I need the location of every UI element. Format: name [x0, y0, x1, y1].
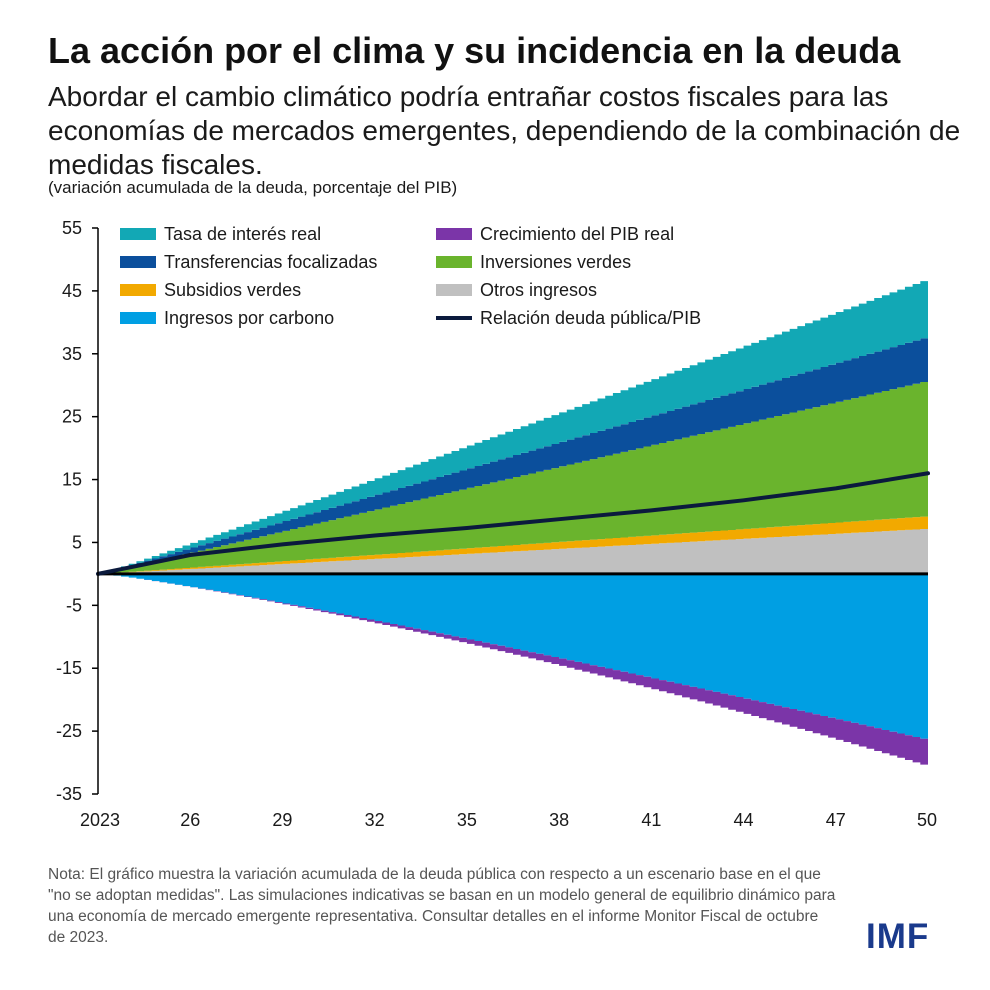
x-tick-label: 26 — [180, 810, 200, 830]
units-label: (variación acumulada de la deuda, porcen… — [48, 178, 458, 197]
legend-swatch — [120, 284, 156, 296]
y-tick-label: -5 — [66, 595, 82, 615]
x-tick-label: 41 — [641, 810, 661, 830]
y-tick-label: 15 — [62, 470, 82, 490]
legend-swatch — [436, 256, 472, 268]
legend-label: Crecimiento del PIB real — [480, 224, 674, 244]
legend-label: Inversiones verdes — [480, 252, 631, 272]
x-tick-label: 50 — [917, 810, 937, 830]
x-tick-label: 47 — [826, 810, 846, 830]
y-tick-label: -15 — [56, 658, 82, 678]
chart-subtitle: Abordar el cambio climático podría entra… — [48, 81, 961, 180]
area-series-0 — [98, 573, 928, 741]
x-tick-label: 35 — [457, 810, 477, 830]
y-tick-label: -25 — [56, 721, 82, 741]
y-tick-label: 5 — [72, 532, 82, 552]
legend-label: Tasa de interés real — [164, 224, 321, 244]
legend-swatch — [436, 228, 472, 240]
y-tick-label: 45 — [62, 281, 82, 301]
legend-label: Relación deuda pública/PIB — [480, 308, 701, 328]
legend-label: Subsidios verdes — [164, 280, 301, 300]
area-layers — [98, 278, 928, 767]
y-axis: 55 45 35 25 15 5 -5 -15 -25 -35 — [56, 218, 99, 804]
legend-swatch — [120, 312, 156, 324]
x-tick-label: 38 — [549, 810, 569, 830]
legend-label: Otros ingresos — [480, 280, 597, 300]
imf-logo: IMF — [866, 917, 930, 956]
x-tick-label: 2023 — [80, 810, 120, 830]
legend-swatch — [120, 228, 156, 240]
x-tick-label: 32 — [365, 810, 385, 830]
y-tick-label: 25 — [62, 407, 82, 427]
legend-swatch — [120, 256, 156, 268]
y-tick-label: 55 — [62, 218, 82, 238]
y-tick-label: 35 — [62, 344, 82, 364]
debt-line-group — [96, 471, 930, 576]
x-tick-label: 44 — [734, 810, 754, 830]
legend-label: Ingresos por carbono — [164, 308, 334, 328]
x-axis: 2023 26 29 32 35 38 41 44 47 50 — [80, 810, 937, 830]
legend-swatch — [436, 284, 472, 296]
legend: Tasa de interés real Crecimiento del PIB … — [120, 224, 701, 328]
debt-line — [96, 471, 930, 576]
chart-title: La acción por el clima y su incidencia e… — [48, 30, 901, 71]
x-tick-label: 29 — [272, 810, 292, 830]
legend-label: Transferencias focalizadas — [164, 252, 377, 272]
footnote: Nota: El gráfico muestra la variación ac… — [48, 866, 836, 946]
chart-area: 55 45 35 25 15 5 -5 -15 -25 -35 2023 26 29 32 35 38 41 4… — [56, 218, 937, 830]
y-tick-label: -35 — [56, 784, 82, 804]
